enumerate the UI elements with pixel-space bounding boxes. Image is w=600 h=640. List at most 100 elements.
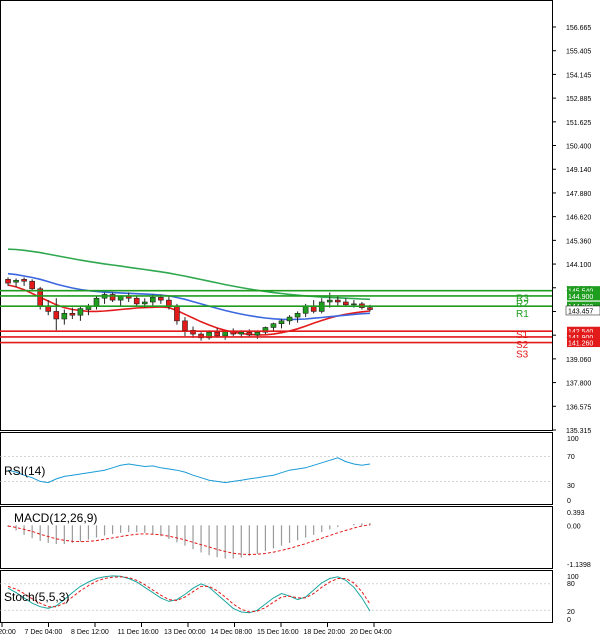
stoch-main-line	[7, 575, 371, 614]
candle-body	[294, 313, 301, 318]
x-tick-label: 18 Dec 20:00	[304, 629, 346, 636]
price-y-tick-label: 135.315	[566, 428, 591, 435]
candle-body	[351, 303, 357, 306]
rsi-layer	[0, 456, 552, 484]
x-tick-label: 13 Dec 00:00	[164, 629, 206, 636]
price-y-tick-label: 150.400	[566, 144, 591, 151]
stoch-y-tick-label: 0	[567, 617, 571, 624]
level-price-label: 141.260	[568, 341, 593, 348]
level-label-r1: R1	[516, 309, 529, 320]
price-y-tick-label: 155.405	[566, 49, 591, 56]
candle-body	[13, 279, 19, 283]
level-label-s2: S2	[516, 340, 529, 351]
stoch-layer	[0, 575, 552, 614]
candle-body	[109, 294, 116, 301]
candle-body	[5, 279, 11, 284]
candle-body	[286, 316, 293, 322]
candle-body	[198, 333, 204, 339]
x-tick-label: 7 Dec 04:00	[25, 629, 63, 636]
stoch-title: Stoch(5,5,3)	[4, 590, 69, 604]
candle-body	[254, 331, 261, 336]
x-tick-label: 6 Dec 20:00	[0, 629, 16, 636]
rsi-panel	[0, 432, 553, 505]
candle-body	[53, 311, 60, 320]
rsi-y-tick-label: 100	[567, 436, 579, 443]
stoch-y-tick-label: 20	[567, 609, 575, 616]
price-y-tick-label: 152.885	[566, 96, 591, 103]
candle-body	[278, 320, 285, 324]
candle-body	[206, 331, 212, 339]
candle-body	[182, 320, 188, 331]
level-price-tag	[567, 286, 600, 296]
level-label-r3: R3	[516, 294, 529, 305]
candle-body	[117, 296, 124, 301]
macd-layer	[7, 522, 371, 559]
price-y-tick-label: 144.100	[566, 262, 591, 269]
stoch-y-tick-label: 80	[567, 581, 575, 588]
price-y-tick-label: 147.880	[566, 191, 591, 198]
level-price-tag	[567, 291, 600, 301]
candle-body	[214, 331, 220, 337]
candle-body	[262, 327, 269, 333]
price-y-tick-label: 145.360	[566, 238, 591, 245]
candle-body	[326, 299, 333, 303]
candle-body	[343, 301, 349, 306]
candle-body	[190, 329, 196, 335]
price-y-tick-label: 136.575	[566, 404, 591, 411]
macd-title: MACD(12,26,9)	[14, 511, 97, 525]
macd-signal-line	[7, 524, 371, 556]
candle-body	[335, 299, 341, 303]
candle-body	[133, 297, 140, 305]
moving-average-ma_mid	[7, 272, 371, 321]
macd-panel	[0, 506, 553, 569]
price-y-tick-label: 149.140	[566, 167, 591, 174]
candle-body	[270, 323, 277, 328]
candle-body	[29, 280, 35, 290]
current-price-label: 143.457	[568, 308, 593, 315]
macd-y-tick-label: 0.00	[567, 523, 581, 530]
stoch-signal-line	[7, 576, 371, 613]
rsi-y-tick-label: 30	[567, 483, 575, 490]
rsi-line	[7, 457, 371, 484]
x-tick-label: 20 Dec 04:00	[350, 629, 392, 636]
level-price-label: 144.900	[568, 294, 593, 301]
axis-layer: 156.665 155.405 154.145 152.885 151.625 150.4…	[0, 25, 600, 636]
candle-body	[21, 279, 27, 282]
level-price-tag	[567, 338, 600, 348]
level-price-tag	[567, 332, 600, 342]
macd-y-tick-label: -1.1398	[567, 562, 591, 569]
rsi-title: RSI(14)	[4, 464, 45, 478]
price-y-tick-label: 156.665	[566, 25, 591, 32]
rsi-y-tick-label: 0	[567, 498, 571, 505]
current-price-tag	[565, 305, 600, 316]
price-panel	[0, 0, 553, 431]
price-y-tick-label: 151.625	[566, 120, 591, 127]
candle-body	[141, 301, 148, 305]
x-tick-label: 8 Dec 12:00	[71, 629, 109, 636]
candle-body	[367, 307, 373, 310]
candle-body	[93, 297, 100, 307]
x-tick-label: 11 Dec 16:00	[118, 629, 159, 636]
candle-body	[246, 331, 253, 336]
level-label-s1: S1	[516, 330, 529, 341]
price-y-tick-label: 154.145	[566, 72, 591, 79]
macd-y-tick-label: 0.393	[567, 510, 585, 517]
price-y-tick-label: 146.620	[566, 215, 591, 222]
rsi-y-tick-label: 70	[567, 454, 575, 461]
candle-body	[158, 296, 164, 301]
candle-body	[77, 308, 84, 316]
candle-body	[166, 299, 172, 307]
price-y-tick-label: 139.060	[566, 357, 591, 364]
candle-body	[174, 305, 180, 322]
x-tick-label: 15 Dec 16:00	[257, 629, 299, 636]
level-label-r2: R2	[516, 299, 529, 310]
level-price-tag	[567, 326, 600, 336]
candle-body	[69, 313, 76, 316]
candle-body	[150, 296, 156, 303]
moving-average-ma_fast	[7, 284, 371, 336]
stoch-y-tick-label: 100	[567, 574, 579, 581]
x-tick-label: 14 Dec 08:00	[211, 629, 253, 636]
candle-body	[61, 313, 68, 320]
